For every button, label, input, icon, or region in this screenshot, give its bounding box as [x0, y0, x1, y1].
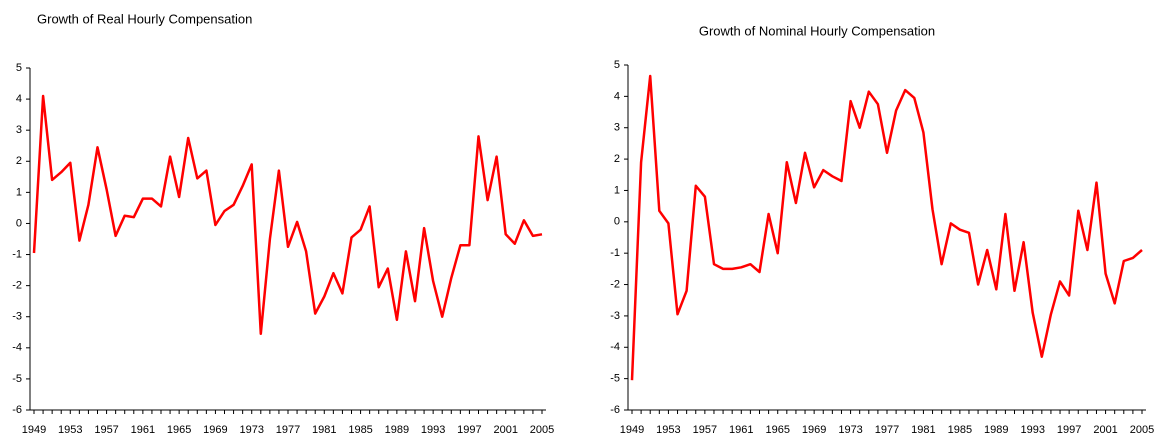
- y-tick-label: 1: [16, 186, 22, 198]
- y-tick-label: -5: [610, 373, 620, 385]
- x-tick-label: 1989: [984, 424, 1008, 436]
- y-tick-label: -5: [12, 373, 22, 385]
- x-tick-label: 1961: [131, 424, 155, 436]
- x-tick-label: 1977: [875, 424, 899, 436]
- y-tick-label: 3: [614, 122, 620, 134]
- y-tick-label: 5: [16, 62, 22, 74]
- y-tick-label: -4: [610, 341, 620, 353]
- x-tick-label: 1961: [729, 424, 753, 436]
- y-tick-label: 4: [16, 93, 22, 105]
- x-tick-label: 2005: [1130, 424, 1154, 436]
- x-tick-label: 1985: [348, 424, 372, 436]
- x-tick-label: 1949: [22, 424, 46, 436]
- y-tick-label: -6: [610, 404, 620, 416]
- x-tick-label: 1993: [421, 424, 445, 436]
- chart-title: Growth of Real Hourly Compensation: [37, 11, 252, 26]
- x-tick-label: 2001: [1093, 424, 1117, 436]
- y-tick-label: 0: [16, 217, 22, 229]
- y-tick-label: -2: [610, 278, 620, 290]
- x-tick-label: 1997: [457, 424, 481, 436]
- y-tick-label: -1: [610, 247, 620, 259]
- y-tick-label: 2: [16, 155, 22, 167]
- line-series: [32, 94, 543, 336]
- y-tick-label: 3: [16, 124, 22, 136]
- x-tick-label: 1993: [1020, 424, 1044, 436]
- y-tick-label: -4: [12, 342, 22, 354]
- y-tick-label: -3: [12, 311, 22, 323]
- x-tick-label: 1957: [693, 424, 717, 436]
- y-tick-label: 4: [614, 90, 620, 102]
- x-tick-label: 1965: [167, 424, 191, 436]
- x-tick-label: 1953: [656, 424, 680, 436]
- line-series: [630, 74, 1143, 381]
- x-tick-label: 2001: [493, 424, 517, 436]
- y-tick-label: -1: [12, 248, 22, 260]
- x-tick-label: 1981: [312, 424, 336, 436]
- x-tick-label: 1973: [838, 424, 862, 436]
- x-tick-label: 1973: [239, 424, 263, 436]
- x-tick-label: 1957: [94, 424, 118, 436]
- x-tick-label: 2005: [530, 424, 554, 436]
- x-tick-label: 1969: [203, 424, 227, 436]
- x-tick-label: 1949: [620, 424, 644, 436]
- x-tick-label: 1965: [765, 424, 789, 436]
- y-tick-label: -3: [610, 310, 620, 322]
- y-tick-label: 0: [614, 216, 620, 228]
- x-tick-label: 1977: [276, 424, 300, 436]
- x-tick-label: 1953: [58, 424, 82, 436]
- y-tick-label: 5: [614, 59, 620, 71]
- x-tick-label: 1997: [1057, 424, 1081, 436]
- y-tick-label: -2: [12, 280, 22, 292]
- x-tick-label: 1985: [948, 424, 972, 436]
- y-tick-label: 2: [614, 153, 620, 165]
- chart-title: Growth of Nominal Hourly Compensation: [699, 23, 935, 38]
- x-tick-label: 1989: [385, 424, 409, 436]
- x-tick-label: 1969: [802, 424, 826, 436]
- y-tick-label: 1: [614, 184, 620, 196]
- y-tick-label: -6: [12, 404, 22, 416]
- x-tick-label: 1981: [911, 424, 935, 436]
